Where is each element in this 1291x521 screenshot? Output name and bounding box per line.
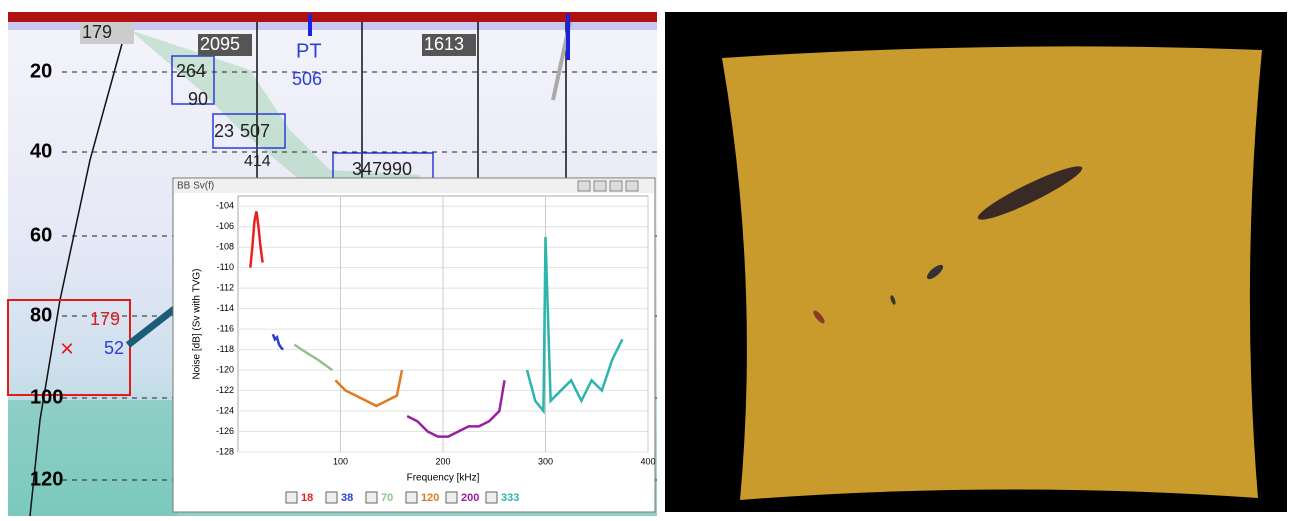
y-tick-label: -104 [216,201,234,211]
legend-label: 120 [421,492,439,504]
echogram-label: 90 [188,89,208,109]
y-tick-label: -110 [217,262,234,272]
echogram-label: 507 [240,121,270,141]
x-tick-label: 200 [435,456,450,466]
surface-band [8,22,657,30]
echogram-label: PT [296,40,322,62]
y-tick-label: -118 [217,344,234,354]
legend-checkbox[interactable] [365,491,378,504]
x-tick-label: 400 [640,456,655,466]
x-tick-label: 300 [538,456,553,466]
y-tick-label: -114 [217,303,234,313]
particle [890,295,896,305]
echogram-label: 23 [214,121,234,141]
series-line [293,343,334,372]
y-tick-label: -106 [216,221,234,231]
y-tick-label: -116 [217,323,234,333]
fish [926,264,944,280]
legend-checkbox[interactable] [325,491,338,504]
legend-label: 70 [381,492,393,504]
echogram-label: 179 [82,22,112,42]
depth-label: 40 [30,140,52,162]
series-line [271,333,284,351]
y-tick-label: -124 [216,405,234,415]
x-axis-label: Frequency [kHz] [407,473,480,484]
legend-checkbox[interactable] [485,491,498,504]
legend-label: 333 [501,492,519,504]
y-tick-label: -122 [216,385,234,395]
echogram-label: 347990 [352,159,412,179]
depth-label: 80 [30,304,52,326]
y-tick-label: -112 [217,283,234,293]
y-axis-label: Noise [dB] (Sv with TVG) [192,269,203,380]
echogram-top-bar [8,12,657,22]
legend-label: 38 [341,492,353,504]
y-tick-label: -126 [216,426,234,436]
boxes [171,55,434,182]
series-line [525,236,624,415]
echogram-label: 414 [244,153,271,170]
x-tick-label: 100 [333,456,348,466]
fish [977,166,1083,220]
echogram-label: 264 [176,61,206,81]
label-bg [80,22,134,44]
y-tick-label: -128 [216,446,234,456]
label-bg [422,34,476,56]
school [130,30,420,185]
legend-checkbox[interactable] [285,491,298,504]
y-tick-label: -120 [216,364,234,374]
depth-label: 120 [30,468,63,490]
echogram-label: 1613 [424,34,464,54]
legend-checkbox[interactable] [445,491,458,504]
echogram-label: 2095 [200,34,240,54]
echogram-label: 506 [292,69,322,89]
inset-title: BB Sv(f) [177,181,214,192]
echogram-label: 179 [90,309,120,329]
bottom-echo [8,400,178,516]
series-line [249,211,264,268]
legend-checkbox[interactable] [405,491,418,504]
depth-label: 100 [30,386,63,408]
y-tick-label: -108 [216,242,234,252]
depth-label: 60 [30,224,52,246]
window-buttons[interactable] [577,180,639,192]
series-line [406,380,506,438]
label-bg [198,34,252,56]
echogram-label: 52 [104,338,124,358]
cross: × [60,335,74,362]
series-line [334,369,404,408]
inset-title-bar [174,179,654,193]
legend-label: 200 [461,492,479,504]
legend-label: 18 [301,492,313,504]
depth-label: 20 [30,60,52,82]
tray [722,46,1262,500]
particle [813,310,825,324]
